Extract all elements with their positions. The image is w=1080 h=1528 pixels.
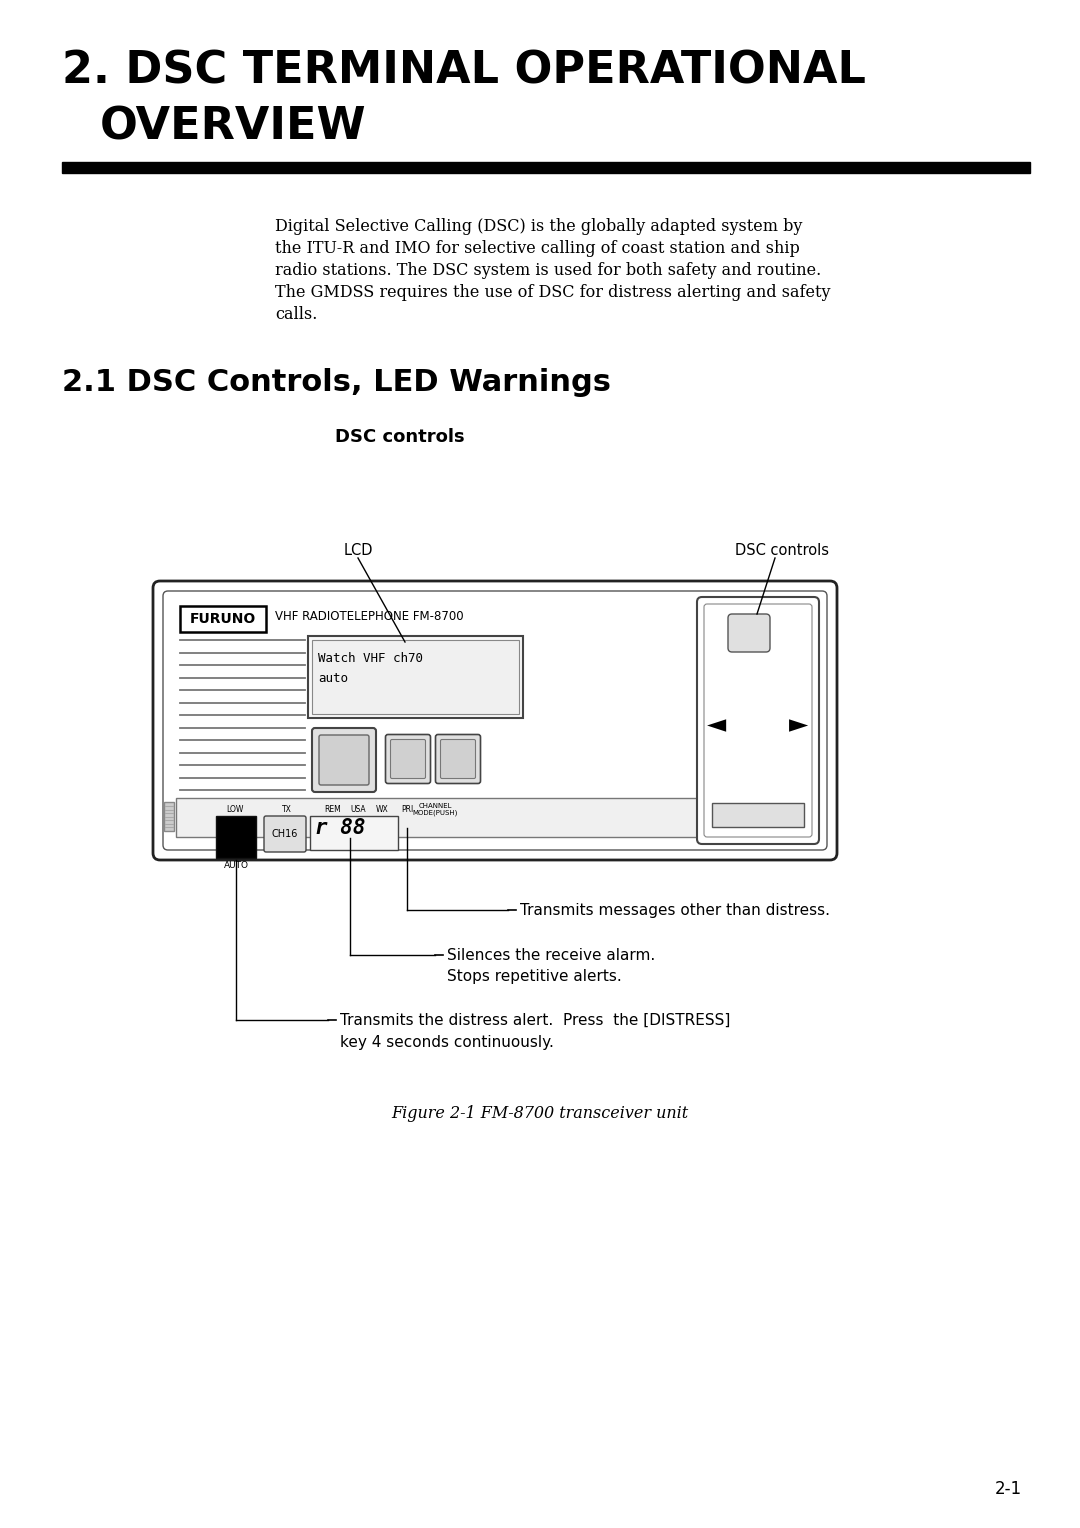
Bar — [308, 636, 523, 718]
Text: r 88: r 88 — [315, 817, 365, 837]
Text: OVERVIEW: OVERVIEW — [100, 105, 366, 150]
Text: AUTO: AUTO — [224, 860, 248, 869]
FancyBboxPatch shape — [441, 740, 475, 778]
Bar — [216, 816, 256, 859]
Text: Silences the receive alarm.: Silences the receive alarm. — [447, 947, 656, 963]
FancyBboxPatch shape — [704, 604, 812, 837]
Text: CH16: CH16 — [272, 830, 298, 839]
Text: 2.1 DSC Controls, LED Warnings: 2.1 DSC Controls, LED Warnings — [62, 368, 611, 397]
Text: WX: WX — [376, 805, 389, 814]
Bar — [712, 804, 804, 827]
Bar — [312, 640, 519, 714]
FancyBboxPatch shape — [728, 614, 770, 652]
Text: The GMDSS requires the use of DSC for distress alerting and safety: The GMDSS requires the use of DSC for di… — [275, 284, 831, 301]
Text: DSC controls: DSC controls — [735, 542, 829, 558]
Text: CHANNEL
MODE(PUSH): CHANNEL MODE(PUSH) — [413, 804, 458, 816]
FancyBboxPatch shape — [180, 607, 266, 633]
Text: calls.: calls. — [275, 306, 318, 322]
Bar — [62, 162, 1030, 173]
Text: REM: REM — [325, 805, 341, 814]
FancyBboxPatch shape — [391, 740, 426, 778]
Text: LCD: LCD — [343, 542, 373, 558]
Text: FURUNO: FURUNO — [190, 613, 256, 626]
Text: PRI: PRI — [401, 805, 414, 814]
FancyBboxPatch shape — [435, 735, 481, 784]
Text: the ITU-R and IMO for selective calling of coast station and ship: the ITU-R and IMO for selective calling … — [275, 240, 800, 257]
Text: Figure 2-1 FM-8700 transceiver unit: Figure 2-1 FM-8700 transceiver unit — [391, 1105, 689, 1122]
Text: TX: TX — [282, 805, 292, 814]
Text: DSC controls: DSC controls — [335, 428, 464, 446]
FancyBboxPatch shape — [319, 735, 369, 785]
FancyBboxPatch shape — [697, 597, 819, 843]
Text: Stops repetitive alerts.: Stops repetitive alerts. — [447, 969, 622, 984]
FancyBboxPatch shape — [264, 816, 306, 853]
Text: auto: auto — [318, 672, 348, 685]
Text: Transmits the distress alert.  Press  the [DISTRESS]: Transmits the distress alert. Press the … — [340, 1013, 730, 1027]
Text: Transmits messages other than distress.: Transmits messages other than distress. — [519, 903, 831, 917]
Text: ◄: ◄ — [707, 714, 727, 736]
Text: radio stations. The DSC system is used for both safety and routine.: radio stations. The DSC system is used f… — [275, 261, 821, 280]
Text: 2-1: 2-1 — [995, 1481, 1022, 1497]
Bar — [164, 802, 174, 831]
Bar — [176, 604, 814, 837]
FancyBboxPatch shape — [312, 727, 376, 792]
FancyBboxPatch shape — [163, 591, 827, 850]
Text: USA: USA — [350, 805, 366, 814]
Bar — [176, 798, 814, 837]
Text: VHF RADIOTELEPHONE FM-8700: VHF RADIOTELEPHONE FM-8700 — [275, 610, 463, 623]
Text: 2. DSC TERMINAL OPERATIONAL: 2. DSC TERMINAL OPERATIONAL — [62, 50, 866, 93]
Text: LOW: LOW — [227, 805, 244, 814]
Text: Digital Selective Calling (DSC) is the globally adapted system by: Digital Selective Calling (DSC) is the g… — [275, 219, 802, 235]
Text: ►: ► — [789, 714, 809, 736]
Text: Watch VHF ch70: Watch VHF ch70 — [318, 652, 423, 665]
Bar — [310, 816, 399, 850]
FancyBboxPatch shape — [153, 581, 837, 860]
FancyBboxPatch shape — [386, 735, 431, 784]
Text: key 4 seconds continuously.: key 4 seconds continuously. — [340, 1034, 554, 1050]
